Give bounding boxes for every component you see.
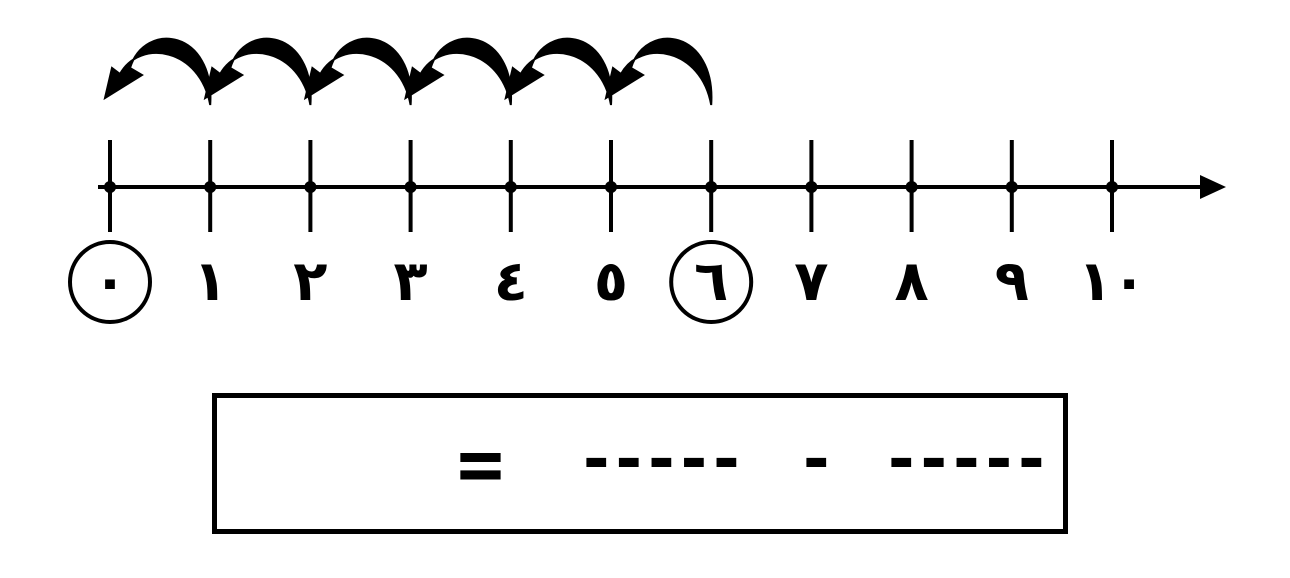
tick-dot: [304, 181, 317, 193]
number-label: ٣: [394, 249, 428, 314]
hop-arrow-icon: [203, 37, 312, 106]
hop-arrow-icon: [103, 37, 212, 106]
tick-dot: [204, 181, 217, 193]
answer-blank-second[interactable]: -----: [882, 423, 1051, 497]
hop-arrow-icon: [604, 37, 713, 106]
number-label: ٤: [494, 249, 528, 314]
circled-number-ring: [68, 240, 152, 324]
axis-arrow-icon: [1200, 175, 1226, 199]
tick-dot: [705, 181, 718, 193]
number-label: ٩: [995, 249, 1029, 314]
circled-number-ring: [669, 240, 754, 324]
number-label: ٥: [594, 249, 628, 314]
number-label: ٨: [895, 249, 929, 314]
number-label: ١٠: [1078, 249, 1146, 314]
tick-dot: [504, 181, 517, 193]
hop-arrow-icon: [303, 37, 412, 106]
equals-sign: =: [457, 420, 504, 510]
number-label: ٠: [93, 249, 127, 314]
hop-arrow-icon: [404, 37, 512, 106]
minus-sign: -: [797, 423, 836, 497]
tick-dot: [805, 181, 818, 193]
number-label: ٦: [694, 249, 728, 314]
tick-dot: [104, 181, 116, 193]
tick-dot: [605, 181, 617, 193]
equation-box: = ----- - -----: [212, 393, 1068, 534]
number-label: ٧: [794, 249, 828, 314]
tick-dot: [1106, 181, 1118, 193]
number-label: ١: [193, 249, 227, 314]
answer-blank-first[interactable]: -----: [577, 423, 746, 497]
tick-dot: [1005, 181, 1018, 193]
tick-dot: [404, 181, 417, 193]
tick-dot: [905, 181, 918, 193]
number-label: ٢: [293, 249, 327, 314]
hop-arrow-icon: [504, 37, 613, 106]
